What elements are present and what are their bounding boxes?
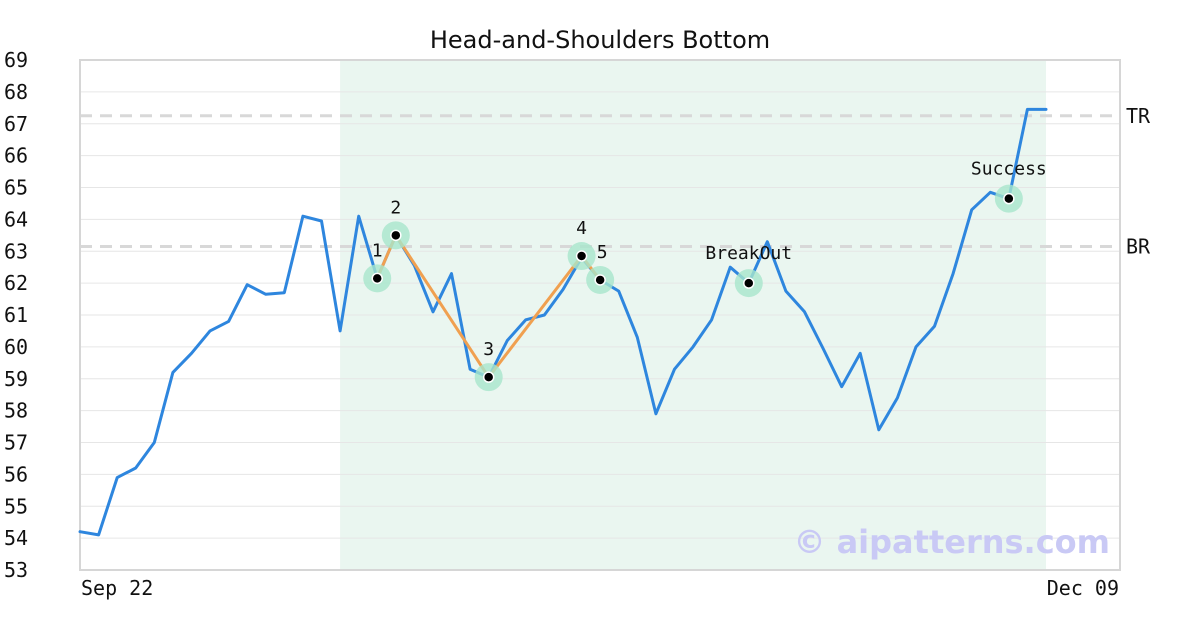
y-tick-label: 67 [4, 112, 28, 136]
y-tick-label: 66 [4, 144, 28, 168]
x-end-label: Dec 09 [1047, 576, 1119, 600]
success-marker-dot [1003, 192, 1015, 205]
pattern-point-label-1: 1 [372, 240, 383, 261]
pattern-point-3-dot [482, 371, 495, 383]
level-label-br: BR [1126, 234, 1151, 258]
y-tick-label: 53 [4, 558, 28, 582]
pattern-point-label-3: 3 [483, 339, 494, 360]
y-tick-label: 56 [4, 462, 28, 486]
y-tick-label: 60 [4, 335, 28, 359]
plot-frame [79, 59, 1121, 571]
y-tick-label: 58 [4, 399, 28, 423]
price-series-layer [78, 107, 1048, 537]
y-tick-label: 57 [4, 431, 28, 455]
pattern-point-label-4: 4 [576, 218, 587, 239]
chart-title: Head-and-Shoulders Bottom [430, 26, 770, 54]
level-label-tr: TR [1126, 104, 1151, 128]
pattern-point-label-2: 2 [390, 197, 401, 218]
pattern-point-label-5: 5 [597, 242, 608, 263]
y-tick-label: 63 [4, 239, 28, 263]
y-tick-label: 64 [4, 207, 28, 231]
pattern-point-5-dot [594, 274, 606, 286]
pattern-point-1-dot [371, 272, 383, 285]
y-tick-label: 54 [4, 526, 28, 550]
marker-layer [363, 184, 1023, 392]
pattern-point-2-dot [390, 229, 402, 242]
y-tick-label: 62 [4, 271, 28, 295]
y-tick-label: 65 [4, 176, 28, 200]
price-line [78, 107, 1048, 537]
y-tick-label: 61 [4, 303, 28, 327]
pattern-point-4-dot [575, 250, 588, 262]
y-tick-labels: 53 54 55 56 57 58 59 60 61 62 63 64 65 66 67 68 69 [4, 48, 28, 582]
point-label-layer: 1 2 3 45 BreakOut Success [372, 159, 1047, 361]
y-tick-label: 69 [4, 48, 28, 72]
y-tick-label: 68 [4, 80, 28, 104]
breakout-label: BreakOut [705, 243, 792, 264]
success-label: Success [971, 159, 1047, 180]
y-tick-label: 55 [4, 494, 28, 518]
watermark: © aipatterns.com [793, 523, 1110, 561]
breakout-marker-dot [743, 277, 755, 289]
x-start-label: Sep 22 [81, 576, 153, 600]
y-tick-label: 59 [4, 367, 28, 391]
level-lines-layer: TR BR [80, 104, 1151, 258]
